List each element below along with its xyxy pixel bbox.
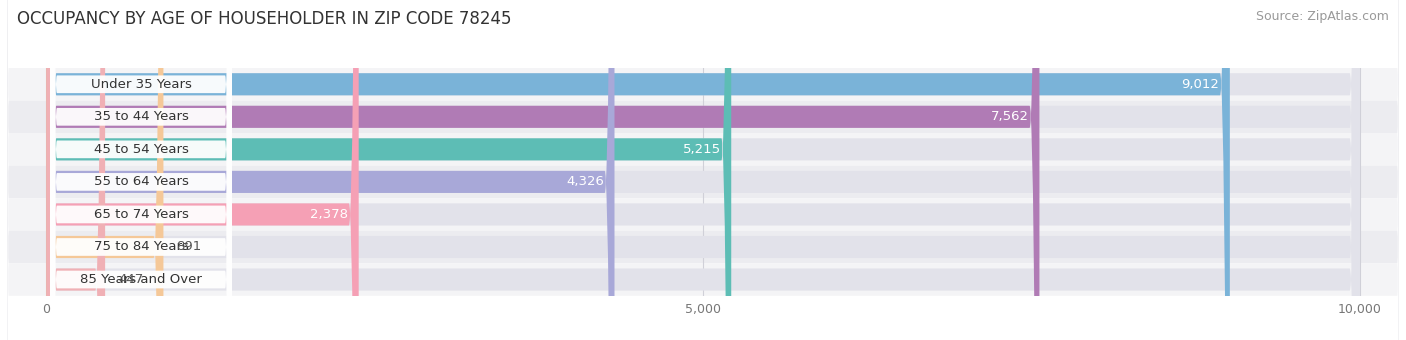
FancyBboxPatch shape <box>46 0 1360 340</box>
FancyBboxPatch shape <box>7 0 1399 340</box>
FancyBboxPatch shape <box>46 0 1360 340</box>
Text: 45 to 54 Years: 45 to 54 Years <box>94 143 188 156</box>
FancyBboxPatch shape <box>46 0 163 340</box>
FancyBboxPatch shape <box>46 0 359 340</box>
FancyBboxPatch shape <box>7 0 1399 340</box>
FancyBboxPatch shape <box>7 0 1399 340</box>
FancyBboxPatch shape <box>46 0 1360 340</box>
FancyBboxPatch shape <box>46 0 1360 340</box>
FancyBboxPatch shape <box>51 0 232 340</box>
FancyBboxPatch shape <box>7 0 1399 340</box>
FancyBboxPatch shape <box>46 0 1039 340</box>
FancyBboxPatch shape <box>7 0 1399 340</box>
Text: 2,378: 2,378 <box>311 208 349 221</box>
FancyBboxPatch shape <box>46 0 1360 340</box>
Text: 5,215: 5,215 <box>682 143 721 156</box>
FancyBboxPatch shape <box>7 0 1399 340</box>
Text: 75 to 84 Years: 75 to 84 Years <box>94 240 188 254</box>
Text: 7,562: 7,562 <box>991 110 1029 123</box>
Text: 55 to 64 Years: 55 to 64 Years <box>94 175 188 188</box>
FancyBboxPatch shape <box>46 0 105 340</box>
FancyBboxPatch shape <box>46 0 1360 340</box>
FancyBboxPatch shape <box>51 0 232 340</box>
Text: 9,012: 9,012 <box>1181 78 1219 91</box>
FancyBboxPatch shape <box>51 0 232 340</box>
FancyBboxPatch shape <box>51 0 232 340</box>
Text: OCCUPANCY BY AGE OF HOUSEHOLDER IN ZIP CODE 78245: OCCUPANCY BY AGE OF HOUSEHOLDER IN ZIP C… <box>17 10 512 28</box>
FancyBboxPatch shape <box>7 0 1399 340</box>
FancyBboxPatch shape <box>46 0 1360 340</box>
Text: 65 to 74 Years: 65 to 74 Years <box>94 208 188 221</box>
Text: 85 Years and Over: 85 Years and Over <box>80 273 202 286</box>
Text: 447: 447 <box>118 273 143 286</box>
FancyBboxPatch shape <box>51 0 232 340</box>
FancyBboxPatch shape <box>51 0 232 340</box>
FancyBboxPatch shape <box>46 0 1230 340</box>
Text: Under 35 Years: Under 35 Years <box>90 78 191 91</box>
FancyBboxPatch shape <box>46 0 614 340</box>
Text: Source: ZipAtlas.com: Source: ZipAtlas.com <box>1256 10 1389 23</box>
Text: 35 to 44 Years: 35 to 44 Years <box>94 110 188 123</box>
FancyBboxPatch shape <box>51 0 232 340</box>
Text: 891: 891 <box>177 240 202 254</box>
Text: 4,326: 4,326 <box>567 175 605 188</box>
FancyBboxPatch shape <box>46 0 731 340</box>
